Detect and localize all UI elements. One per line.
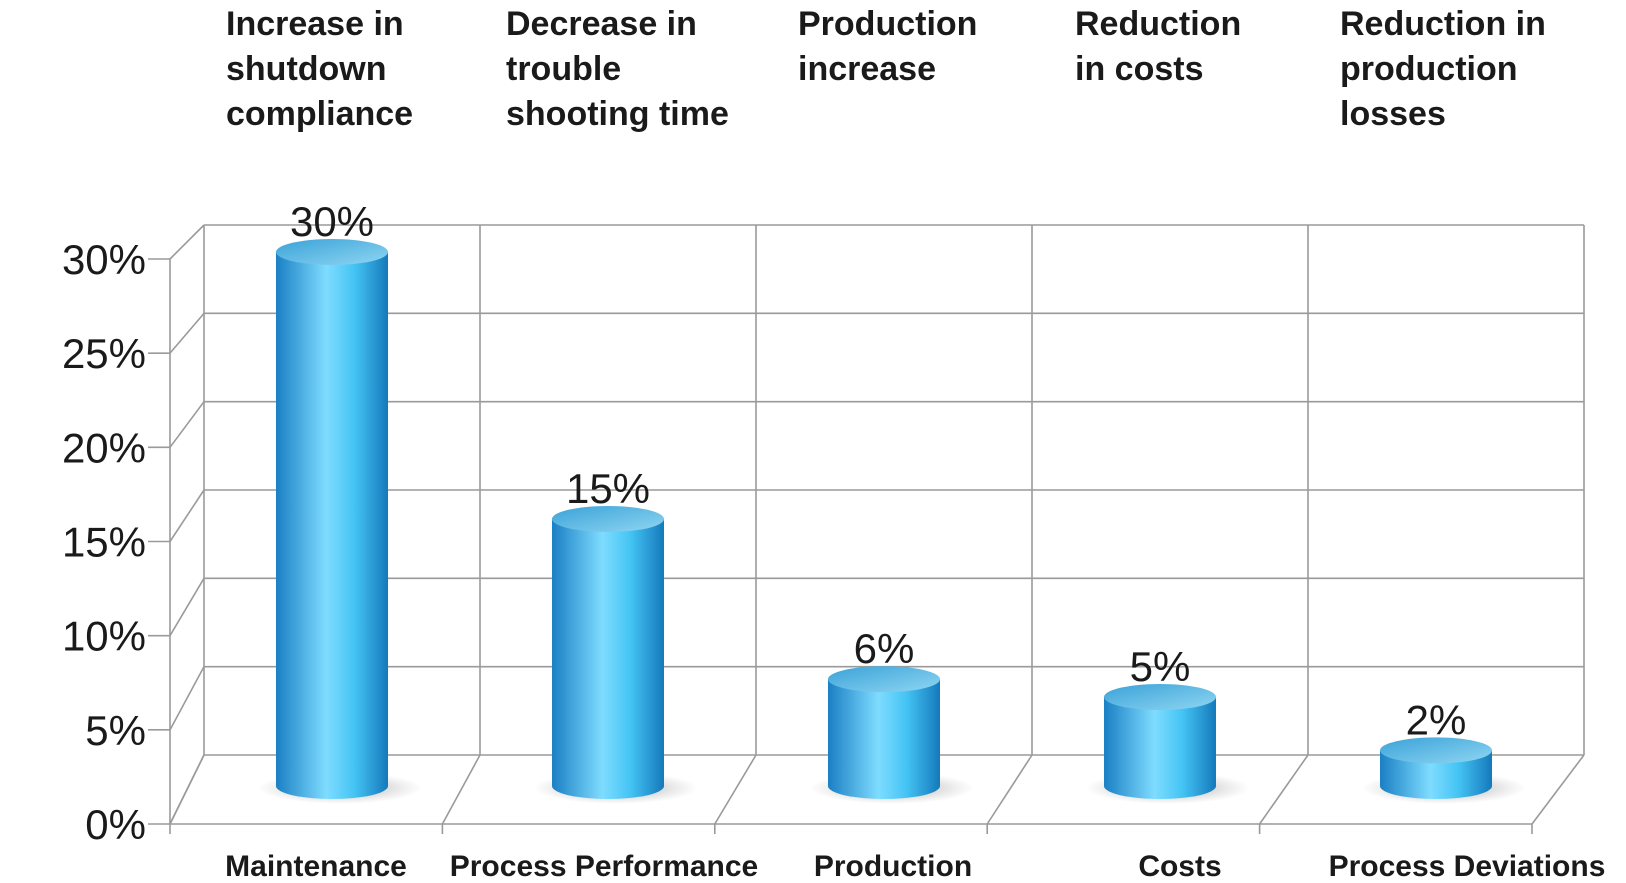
chart-grid: [169, 224, 1585, 825]
gridline-side: [169, 489, 205, 542]
category-header-costs: Reduction in costs: [1075, 5, 1242, 88]
category-header-production: Production increase: [798, 5, 978, 88]
y-axis: 0% 5% 10% 15% 20% 25% 30%: [62, 236, 1533, 848]
x-tick-label: Costs: [1138, 850, 1221, 883]
x-tick-label: Production: [814, 850, 972, 883]
x-tick-label: Maintenance: [225, 850, 407, 883]
category-header-process-performance: Decrease in trouble shooting time: [506, 5, 729, 133]
bar-maintenance: 30%: [258, 198, 422, 804]
gridline-floor: [441, 754, 481, 825]
bar-top: [828, 666, 940, 693]
data-label: 2%: [1406, 696, 1467, 743]
category-header-maintenance: Increase in shutdown compliance: [226, 5, 414, 133]
data-label: 15%: [566, 465, 650, 512]
bar-top: [276, 239, 388, 265]
bar-top: [1380, 737, 1492, 764]
gridline-side: [169, 224, 205, 260]
gridline-side: [169, 577, 205, 637]
gridline-floor: [986, 754, 1033, 825]
gridline-side: [169, 312, 205, 354]
bar-process-deviations: 2%: [1362, 696, 1526, 804]
data-label: 6%: [854, 625, 915, 672]
gridline-floor: [1258, 754, 1309, 825]
x-axis: Maintenance Process Performance Production…: [225, 850, 1605, 883]
y-tick-label: 5%: [85, 707, 146, 754]
bar-top: [1104, 684, 1216, 710]
gridline-floor: [169, 754, 205, 825]
bar-body: [828, 679, 940, 799]
data-label: 5%: [1130, 643, 1191, 690]
gridline-floor: [714, 754, 757, 825]
gridline-floor: [1531, 754, 1585, 825]
y-tick-label: 15%: [62, 519, 146, 566]
bar-process-performance: 15%: [534, 465, 698, 804]
y-tick-label: 10%: [62, 613, 146, 660]
bar-production: 6%: [810, 625, 974, 804]
gridline-side: [169, 666, 205, 731]
bar-body: [552, 519, 664, 799]
bar-body: [1380, 750, 1492, 799]
y-tick-label: 20%: [62, 424, 146, 471]
bar-costs: 5%: [1086, 643, 1250, 804]
bar-top: [552, 506, 664, 532]
y-tick-label: 30%: [62, 236, 146, 283]
y-tick-label: 25%: [62, 330, 146, 377]
bar-body: [276, 252, 388, 799]
bar-body: [1104, 697, 1216, 799]
x-tick-label: Process Performance: [450, 850, 759, 883]
data-label: 30%: [290, 198, 374, 245]
category-header-process-deviations: Reduction in production losses: [1340, 5, 1546, 133]
y-tick-label: 0%: [85, 801, 146, 848]
x-tick-label: Process Deviations: [1329, 850, 1606, 883]
bar-series: 30% 15% 6% 5% 2%: [258, 198, 1526, 804]
gridline-side: [169, 401, 205, 448]
